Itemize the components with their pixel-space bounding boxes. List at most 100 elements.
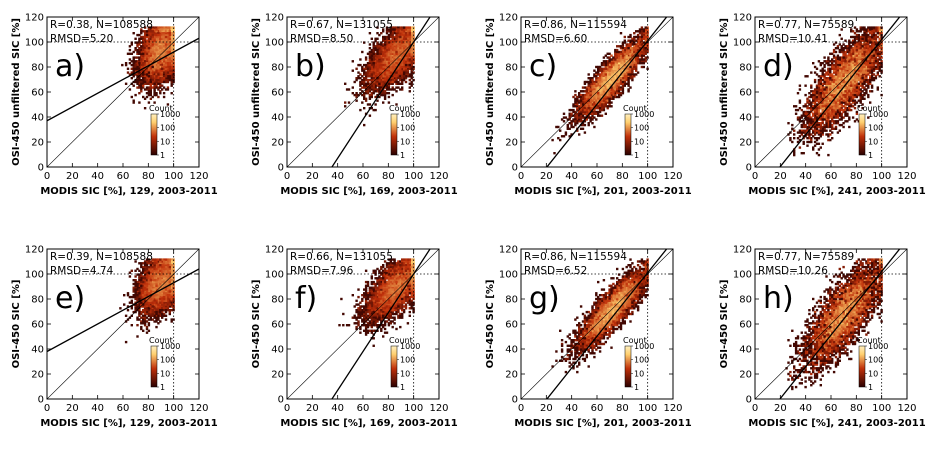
density-cell <box>142 69 145 72</box>
density-cell <box>143 279 147 282</box>
density-cell <box>602 84 606 87</box>
density-cell <box>574 103 577 106</box>
density-cell <box>138 33 141 37</box>
density-cell <box>153 26 156 29</box>
density-cell <box>168 73 171 76</box>
density-cell <box>391 82 394 85</box>
density-cell <box>846 108 849 112</box>
density-cell <box>143 41 147 44</box>
density-cell <box>164 65 168 69</box>
density-cell <box>606 86 609 89</box>
density-cell <box>591 118 594 121</box>
density-cell <box>399 28 402 31</box>
density-cell <box>136 297 139 301</box>
density-cell <box>149 33 152 37</box>
density-cell <box>851 58 855 61</box>
density-cell <box>153 299 156 302</box>
density-cell <box>134 305 137 308</box>
density-cell <box>159 303 162 306</box>
density-cell <box>159 260 162 263</box>
density-cell <box>827 135 830 138</box>
density-cell <box>808 114 811 117</box>
density-cell <box>151 290 154 293</box>
density-cell <box>380 82 383 85</box>
density-cell <box>157 39 160 42</box>
density-cell <box>162 307 166 310</box>
density-cell <box>559 129 562 132</box>
density-cell <box>138 47 141 50</box>
density-cell <box>393 28 396 31</box>
density-cell <box>387 71 391 74</box>
density-cell <box>579 99 583 102</box>
density-cell <box>610 97 613 100</box>
density-cell <box>836 122 840 125</box>
density-cell <box>159 294 162 297</box>
density-cell <box>869 77 872 80</box>
density-cell <box>593 108 596 112</box>
density-cell <box>402 73 406 76</box>
density-cell <box>640 32 644 35</box>
density-cell <box>389 78 392 82</box>
density-cell <box>145 292 149 295</box>
density-cell <box>597 114 600 117</box>
density-cell <box>155 63 158 67</box>
density-cell <box>853 92 857 95</box>
density-cell <box>857 60 860 63</box>
density-cell <box>136 324 139 327</box>
density-cell <box>370 92 373 95</box>
y-axis-label: OSI-450 unfiltered SIC [%] <box>719 18 730 166</box>
density-cell <box>629 43 632 46</box>
density-cell <box>155 35 158 39</box>
density-cell <box>370 88 373 91</box>
density-cell <box>161 258 164 261</box>
density-cell <box>138 58 141 61</box>
density-cell <box>823 101 826 104</box>
density-cell <box>815 97 819 100</box>
density-cell <box>829 107 832 110</box>
density-cell <box>842 56 845 59</box>
density-cell <box>836 78 840 82</box>
density-cell <box>145 41 149 44</box>
density-cell <box>147 265 151 269</box>
density-cell <box>164 28 168 31</box>
density-cell <box>844 75 847 78</box>
density-cell <box>402 28 406 31</box>
density-cell <box>608 78 611 82</box>
density-cell <box>604 75 607 78</box>
density-cell <box>402 39 406 42</box>
density-cell <box>372 50 375 54</box>
density-cell <box>138 67 141 70</box>
density-cell <box>389 88 392 91</box>
density-cell <box>138 273 141 276</box>
density-cell <box>595 92 598 95</box>
y-tick-label: 40 <box>271 113 284 124</box>
density-cell <box>147 303 151 306</box>
density-cell <box>812 135 815 138</box>
density-cell <box>878 26 881 29</box>
density-cell <box>608 67 611 70</box>
density-cell <box>838 77 841 80</box>
colorbar-tick-label: 1000 <box>160 110 180 119</box>
density-cell <box>161 35 164 39</box>
density-cell <box>147 307 151 310</box>
density-cell <box>393 65 396 69</box>
density-cell <box>168 54 171 57</box>
density-cell <box>817 133 821 136</box>
density-cell <box>149 288 152 291</box>
density-cell <box>840 123 843 127</box>
density-cell <box>591 86 594 89</box>
density-cell <box>368 97 372 100</box>
density-cell <box>376 48 379 52</box>
density-cell <box>859 37 862 40</box>
density-cell <box>397 54 400 57</box>
density-cell <box>402 284 406 287</box>
density-cell <box>161 80 164 84</box>
density-cell <box>168 299 171 302</box>
density-cell <box>136 295 139 299</box>
density-cell <box>851 56 855 59</box>
density-cell <box>629 65 632 69</box>
density-cell <box>147 78 151 82</box>
density-cell <box>861 73 864 76</box>
density-cell <box>162 267 166 271</box>
density-cell <box>817 99 821 102</box>
